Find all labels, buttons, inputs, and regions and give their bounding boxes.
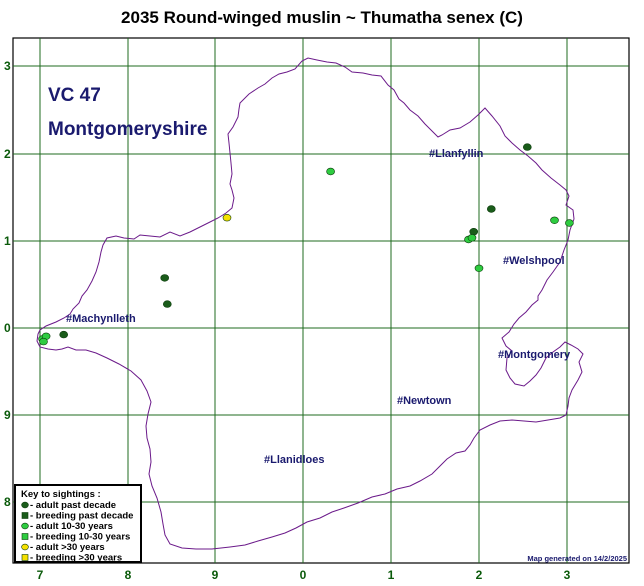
legend-marker-square xyxy=(21,533,29,540)
legend-item-label: - adult past decade xyxy=(30,500,116,511)
town-label-montgomery: #Montgomery xyxy=(498,349,571,361)
legend-heading: Key to sightings : xyxy=(21,489,101,500)
vc-name: Montgomeryshire xyxy=(48,119,207,140)
tick-label: 3 xyxy=(4,59,11,73)
tick-label: 2 xyxy=(4,147,11,161)
town-label-newtown: #Newtown xyxy=(397,395,452,407)
map-frame xyxy=(12,37,630,564)
tick-label: 0 xyxy=(300,568,307,582)
legend-item-label: - adult 10-30 years xyxy=(30,521,113,532)
legend: Key to sightings : - adult past decade -… xyxy=(14,484,142,564)
legend-marker-square xyxy=(21,554,29,561)
legend-marker-square xyxy=(21,512,29,519)
tick-label: 3 xyxy=(564,568,571,582)
tick-label: 9 xyxy=(4,408,11,422)
tick-label: 1 xyxy=(388,568,395,582)
tick-label: 9 xyxy=(212,568,219,582)
sighting-dot-adult-past-decade xyxy=(163,300,172,308)
tick-label: 0 xyxy=(4,321,11,335)
sighting-dot-adult-10-30 xyxy=(474,264,484,272)
legend-item-label: - adult >30 years xyxy=(30,542,105,553)
town-label-llanfyllin: #Llanfyllin xyxy=(429,148,484,160)
vc-code: VC 47 xyxy=(48,85,101,106)
sighting-dot-adult-past-decade xyxy=(160,274,169,282)
tick-label: 2 xyxy=(476,568,483,582)
legend-marker-circle xyxy=(21,522,29,530)
sighting-dot-adult-10-30 xyxy=(326,167,335,176)
town-label-llanidloes: #Llanidloes xyxy=(264,454,325,466)
county-boundary xyxy=(36,57,584,550)
sighting-dot-adult-10-30 xyxy=(467,234,477,242)
legend-box xyxy=(14,484,142,563)
town-label-machynlleth: #Machynlleth xyxy=(66,313,136,325)
bottom-axis-labels: 7 8 9 0 1 2 3 xyxy=(37,568,571,582)
tick-label: 7 xyxy=(37,568,44,582)
generated-date: Map generated on 14/2/2025 xyxy=(527,554,627,563)
legend-items: - adult past decade - breeding past deca… xyxy=(21,500,133,564)
legend-marker-circle xyxy=(21,501,29,509)
sighting-dot-adult-10-30 xyxy=(550,216,559,225)
sighting-dot-adult-past-decade xyxy=(59,330,69,339)
town-label-welshpool: #Welshpool xyxy=(503,255,565,267)
legend-item-label: - breeding 10-30 years xyxy=(30,532,130,543)
legend-item-label: - breeding >30 years xyxy=(30,553,122,564)
left-axis-labels: 3 2 1 0 9 8 xyxy=(4,59,11,509)
sighting-dot-adult-past-decade xyxy=(486,205,496,213)
sighting-dot-adult-over-30 xyxy=(222,214,232,222)
tick-label: 8 xyxy=(4,495,11,509)
legend-marker-circle xyxy=(21,543,29,551)
sighting-dot-adult-10-30 xyxy=(39,337,48,346)
sighting-dot-adult-past-decade xyxy=(469,228,479,236)
legend-item-label: - breeding past decade xyxy=(30,511,133,522)
sighting-dot-adult-10-30 xyxy=(565,219,574,227)
map-title: 2035 Round-winged muslin ~ Thumatha sene… xyxy=(121,8,523,27)
sightings-layer xyxy=(38,143,574,346)
tick-label: 8 xyxy=(125,568,132,582)
sighting-dot-adult-past-decade xyxy=(522,143,532,151)
tick-label: 1 xyxy=(4,234,11,248)
